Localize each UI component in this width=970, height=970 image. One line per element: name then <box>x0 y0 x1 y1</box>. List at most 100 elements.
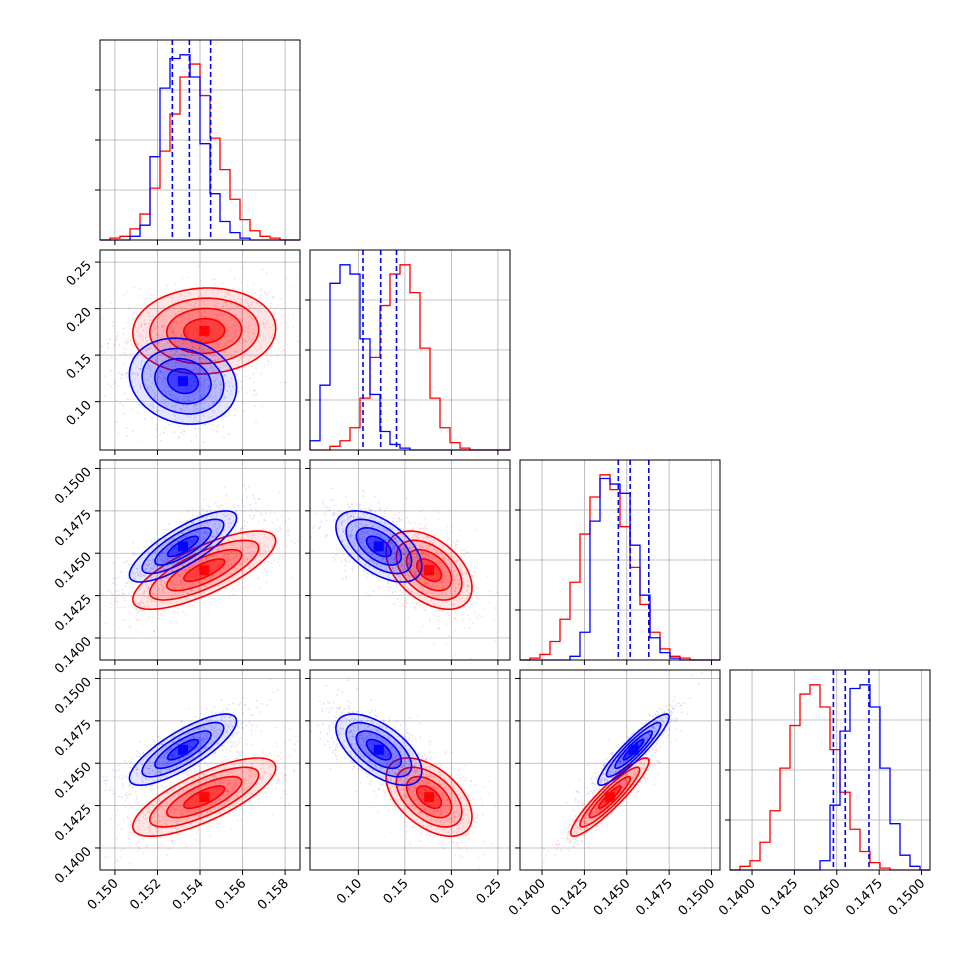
sample-point <box>235 525 238 527</box>
sample-point <box>378 587 381 589</box>
sample-point <box>439 593 441 595</box>
sample-point <box>190 564 193 567</box>
sample-point <box>398 539 401 542</box>
sample-point <box>392 569 395 572</box>
sample-point <box>146 584 149 587</box>
sample-point <box>195 393 198 396</box>
sample-point <box>251 793 253 796</box>
sample-point <box>161 585 164 588</box>
sample-point <box>212 424 215 427</box>
sample-point <box>333 512 336 515</box>
sample-point <box>265 322 268 325</box>
sample-point <box>239 564 241 566</box>
sample-point <box>190 548 193 550</box>
sample-point <box>146 304 149 306</box>
sample-point <box>124 618 127 621</box>
sample-point <box>164 324 167 327</box>
sample-point <box>295 276 297 279</box>
sample-point <box>438 562 441 565</box>
sample-point <box>313 525 316 527</box>
sample-point <box>352 561 355 564</box>
sample-point <box>224 780 226 783</box>
sample-point <box>384 512 386 515</box>
sample-point <box>363 532 365 535</box>
sample-point <box>169 545 172 548</box>
sample-point <box>182 591 185 593</box>
sample-point <box>434 549 437 552</box>
sample-point <box>197 532 200 535</box>
sample-point <box>234 325 237 327</box>
sample-point <box>165 836 168 839</box>
sample-point <box>202 349 205 351</box>
sample-point <box>366 531 368 534</box>
sample-point <box>214 359 216 361</box>
sample-point <box>453 599 456 601</box>
sample-point <box>259 373 262 376</box>
sample-point <box>176 399 179 402</box>
sample-point <box>450 545 453 547</box>
sample-point <box>246 302 249 305</box>
sample-point <box>136 357 139 359</box>
sample-point <box>457 540 459 543</box>
sample-point <box>454 586 457 589</box>
sample-point <box>160 613 163 616</box>
sample-point <box>370 516 372 519</box>
sample-point <box>158 310 160 312</box>
sample-point <box>115 336 118 338</box>
sample-point <box>288 754 291 757</box>
sample-point <box>106 357 108 360</box>
sample-point <box>235 555 238 558</box>
sample-point <box>224 356 226 358</box>
sample-point <box>220 803 223 806</box>
sample-point <box>215 398 218 401</box>
sample-point <box>232 503 235 506</box>
sample-point <box>462 578 465 580</box>
sample-point <box>150 599 153 601</box>
sample-point <box>267 504 270 507</box>
sample-point <box>220 388 223 390</box>
sample-point <box>391 533 393 536</box>
sample-point <box>187 291 190 294</box>
sample-point <box>183 409 186 412</box>
sample-point <box>243 484 246 487</box>
sample-point <box>238 326 241 329</box>
sample-point <box>277 779 280 782</box>
sample-point <box>143 370 146 373</box>
sample-point <box>171 349 173 352</box>
sample-point <box>404 599 407 602</box>
sample-point <box>384 521 387 524</box>
sample-point <box>123 847 126 850</box>
sample-point <box>384 568 387 570</box>
sample-point <box>228 769 231 772</box>
sample-point <box>211 278 214 281</box>
sample-point <box>429 545 431 547</box>
sample-point <box>222 778 225 781</box>
sample-point <box>245 298 248 301</box>
sample-point <box>448 635 450 638</box>
sample-point <box>404 574 406 577</box>
sample-point <box>148 806 151 809</box>
sample-point <box>266 786 269 789</box>
sample-point <box>237 751 240 754</box>
sample-point <box>173 612 175 614</box>
sample-point <box>179 604 182 607</box>
sample-point <box>426 535 428 537</box>
sample-point <box>230 551 233 554</box>
sample-point <box>227 552 229 555</box>
sample-point <box>329 506 331 509</box>
sample-point <box>152 630 155 633</box>
sample-point <box>149 588 152 591</box>
sample-point <box>430 589 432 592</box>
sample-point <box>174 396 177 399</box>
sample-point <box>135 567 138 570</box>
sample-point <box>165 559 167 562</box>
sample-point <box>212 396 215 399</box>
sample-point <box>439 619 441 622</box>
sample-point <box>215 314 218 317</box>
sample-point <box>455 560 458 563</box>
contour-line <box>182 558 226 583</box>
sample-point <box>228 333 230 336</box>
sample-point <box>424 517 426 520</box>
sample-point <box>364 540 367 543</box>
sample-point <box>235 568 238 571</box>
